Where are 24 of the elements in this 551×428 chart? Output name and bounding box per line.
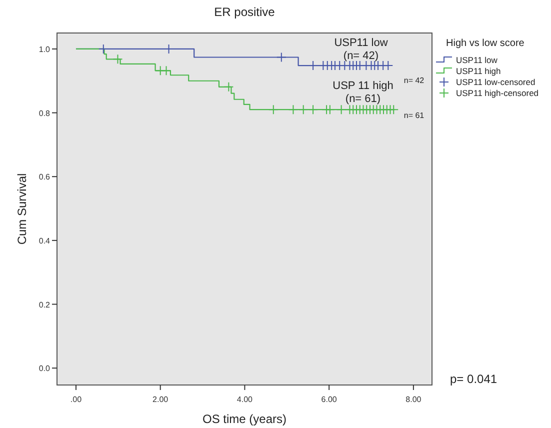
legend-title: High vs low score [446, 38, 525, 49]
y-tick-label: 0.4 [38, 236, 51, 246]
legend-label: USP11 high-censored [456, 88, 539, 98]
y-axis-title: Cum Survival [15, 173, 29, 245]
chart-title: ER positive [214, 5, 276, 19]
legend-label: USP11 high [456, 66, 502, 76]
y-tick-label: 0.6 [38, 172, 51, 182]
y-tick-label: 0.8 [38, 108, 51, 118]
x-tick-label: 4.00 [236, 395, 254, 404]
annotation: n= 42 [404, 76, 425, 85]
x-tick-label: .00 [70, 395, 82, 404]
x-axis-title: OS time (years) [202, 412, 287, 426]
legend-label: USP11 low-censored [456, 77, 536, 87]
annotation: USP11 low (n= 42) [334, 37, 388, 62]
x-tick-label: 8.00 [406, 395, 422, 404]
y-tick-label: 0.2 [38, 300, 51, 310]
x-tick-label: 2.00 [152, 395, 169, 404]
annotation: n= 61 [404, 111, 425, 120]
y-tick-label: 1.0 [38, 44, 51, 54]
y-tick-label: 0.0 [38, 364, 51, 374]
text: p= 0.041 [450, 372, 498, 386]
legend-label: USP11 low [456, 55, 498, 65]
x-tick-label: 6.00 [321, 395, 338, 404]
annotation: USP 11 high (n= 61) [332, 80, 394, 105]
